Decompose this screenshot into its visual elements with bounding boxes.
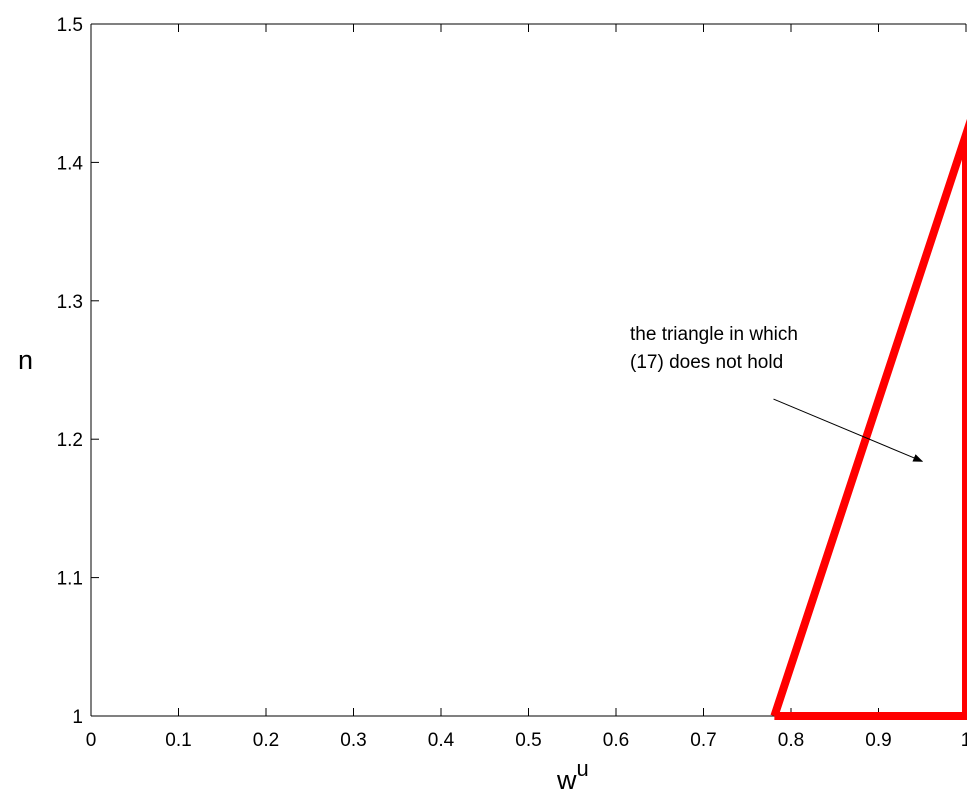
x-tick-label: 1: [961, 730, 967, 751]
annotation-text-line-1: the triangle in which: [630, 324, 798, 345]
x-tick-label: 0.2: [253, 730, 279, 751]
y-tick-label: 1.3: [57, 292, 83, 313]
x-tick-label: 0.8: [778, 730, 804, 751]
x-tick-label: 0.6: [603, 730, 629, 751]
x-tick-label: 0.4: [428, 730, 455, 751]
x-tick-label: 0.7: [690, 730, 716, 751]
y-tick-label: 1.1: [57, 569, 83, 590]
x-tick-label: 0: [86, 730, 97, 751]
x-axis-label-superscript: u: [577, 756, 589, 781]
y-tick-label: 1.4: [57, 153, 84, 174]
annotation-text-line-2: (17) does not hold: [630, 352, 783, 373]
x-axis-label-base: w: [556, 765, 577, 792]
x-tick-label: 0.3: [340, 730, 366, 751]
y-tick-label: 1: [72, 707, 83, 728]
annotation-arrow: [773, 398, 924, 462]
y-tick-label: 1.5: [57, 15, 83, 36]
plot-area: [91, 24, 967, 716]
y-axis-label: n: [18, 345, 33, 375]
x-tick-label: 0.5: [515, 730, 541, 751]
x-tick-label: 0.9: [865, 730, 891, 751]
y-tick-label: 1.2: [57, 430, 83, 451]
series-line: [770, 118, 967, 720]
x-tick-label: 0.1: [165, 730, 191, 751]
x-axis-label: wu: [556, 756, 589, 792]
